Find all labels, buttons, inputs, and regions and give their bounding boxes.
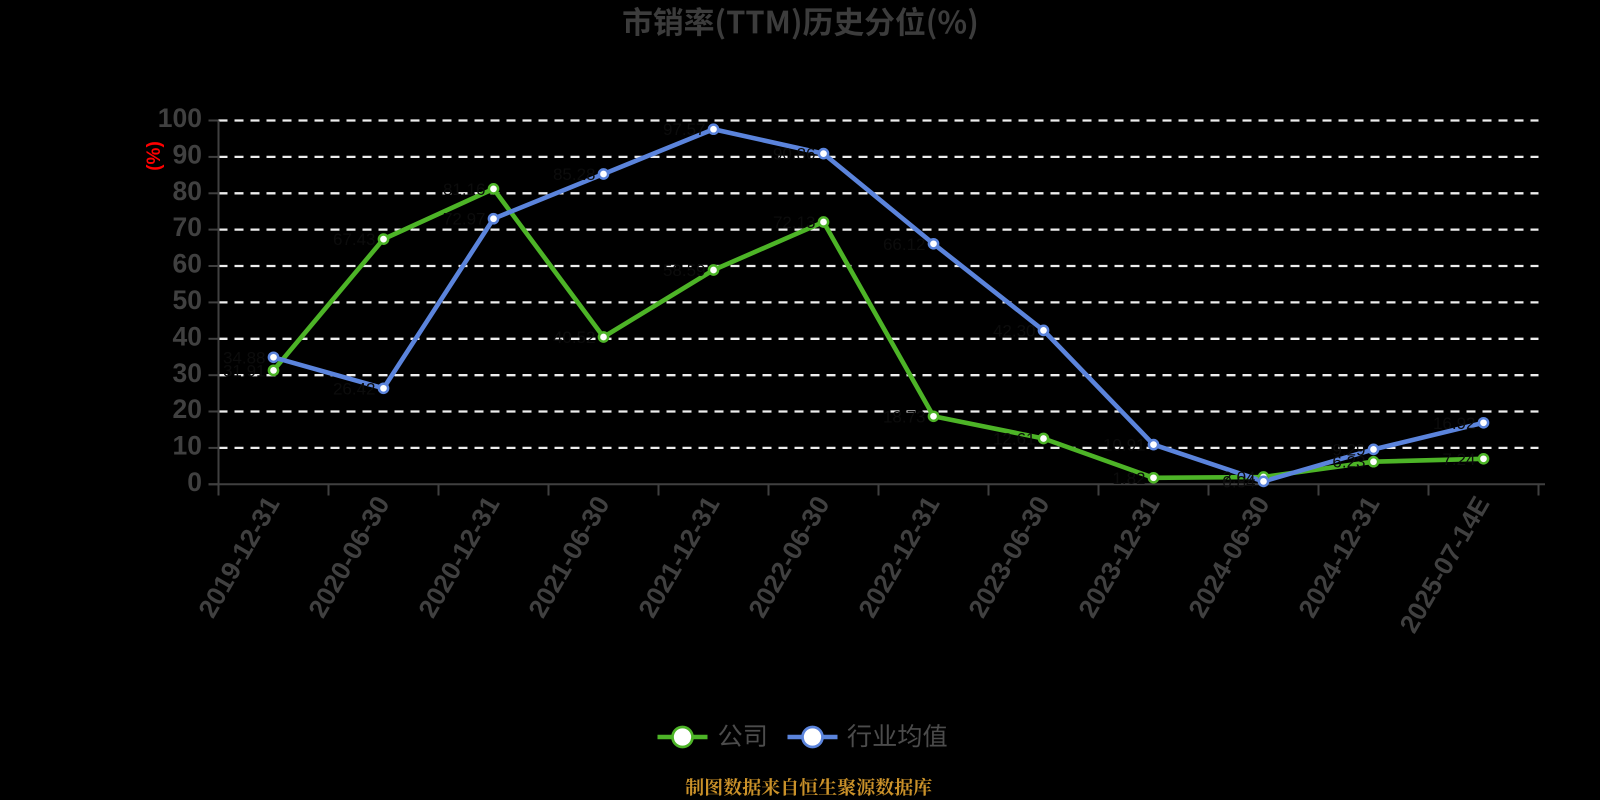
svg-text:30: 30 <box>173 358 202 388</box>
svg-text:9.29: 9.29 <box>1332 440 1365 459</box>
svg-text:10: 10 <box>173 431 202 461</box>
svg-text:10.91: 10.91 <box>1103 436 1146 455</box>
svg-text:72.13: 72.13 <box>773 213 816 232</box>
svg-text:6.23: 6.23 <box>1332 453 1365 472</box>
svg-text:42.30: 42.30 <box>993 321 1036 340</box>
svg-text:0: 0 <box>187 467 202 497</box>
svg-text:97.57: 97.57 <box>663 120 706 139</box>
svg-text:34.88: 34.88 <box>223 348 266 367</box>
svg-text:40: 40 <box>173 321 202 351</box>
svg-text:90: 90 <box>173 140 202 170</box>
svg-text:7.24: 7.24 <box>1442 450 1475 469</box>
svg-text:(%): (%) <box>144 141 165 171</box>
svg-text:90.86: 90.86 <box>773 145 816 164</box>
svg-text:18.73: 18.73 <box>883 407 926 426</box>
svg-text:70: 70 <box>173 212 202 242</box>
svg-text:81.16: 81.16 <box>443 180 486 199</box>
svg-text:72.97: 72.97 <box>443 210 486 229</box>
svg-text:66.12: 66.12 <box>883 235 926 254</box>
svg-text:40.52: 40.52 <box>553 328 596 347</box>
svg-text:85.28: 85.28 <box>553 165 596 184</box>
svg-text:80: 80 <box>173 176 202 206</box>
svg-text:100: 100 <box>158 103 202 133</box>
svg-text:1.82: 1.82 <box>1112 469 1145 488</box>
svg-text:0.84: 0.84 <box>1222 472 1255 491</box>
svg-text:16.92: 16.92 <box>1433 414 1476 433</box>
svg-text:60: 60 <box>173 249 202 279</box>
svg-text:2.04: 2.04 <box>1222 468 1255 487</box>
svg-text:31.91: 31.91 <box>223 361 266 380</box>
svg-text:26.42: 26.42 <box>333 379 376 398</box>
svg-text:12.61: 12.61 <box>993 430 1036 449</box>
svg-text:50: 50 <box>173 285 202 315</box>
svg-text:20: 20 <box>173 394 202 424</box>
svg-text:58.59: 58.59 <box>663 261 706 280</box>
svg-text:67.43: 67.43 <box>333 230 376 249</box>
